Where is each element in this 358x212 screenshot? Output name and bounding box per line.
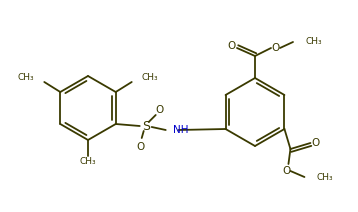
Text: CH₃: CH₃ [80,158,96,166]
Text: O: O [156,105,164,115]
Text: O: O [272,43,280,53]
Text: CH₃: CH₃ [316,173,333,181]
Text: O: O [137,142,145,152]
Text: CH₃: CH₃ [18,74,34,82]
Text: CH₃: CH₃ [305,38,321,46]
Text: O: O [228,41,236,51]
Text: NH: NH [173,125,188,135]
Text: S: S [142,120,150,132]
Text: CH₃: CH₃ [142,74,158,82]
Text: O: O [282,166,291,176]
Text: O: O [311,138,320,148]
